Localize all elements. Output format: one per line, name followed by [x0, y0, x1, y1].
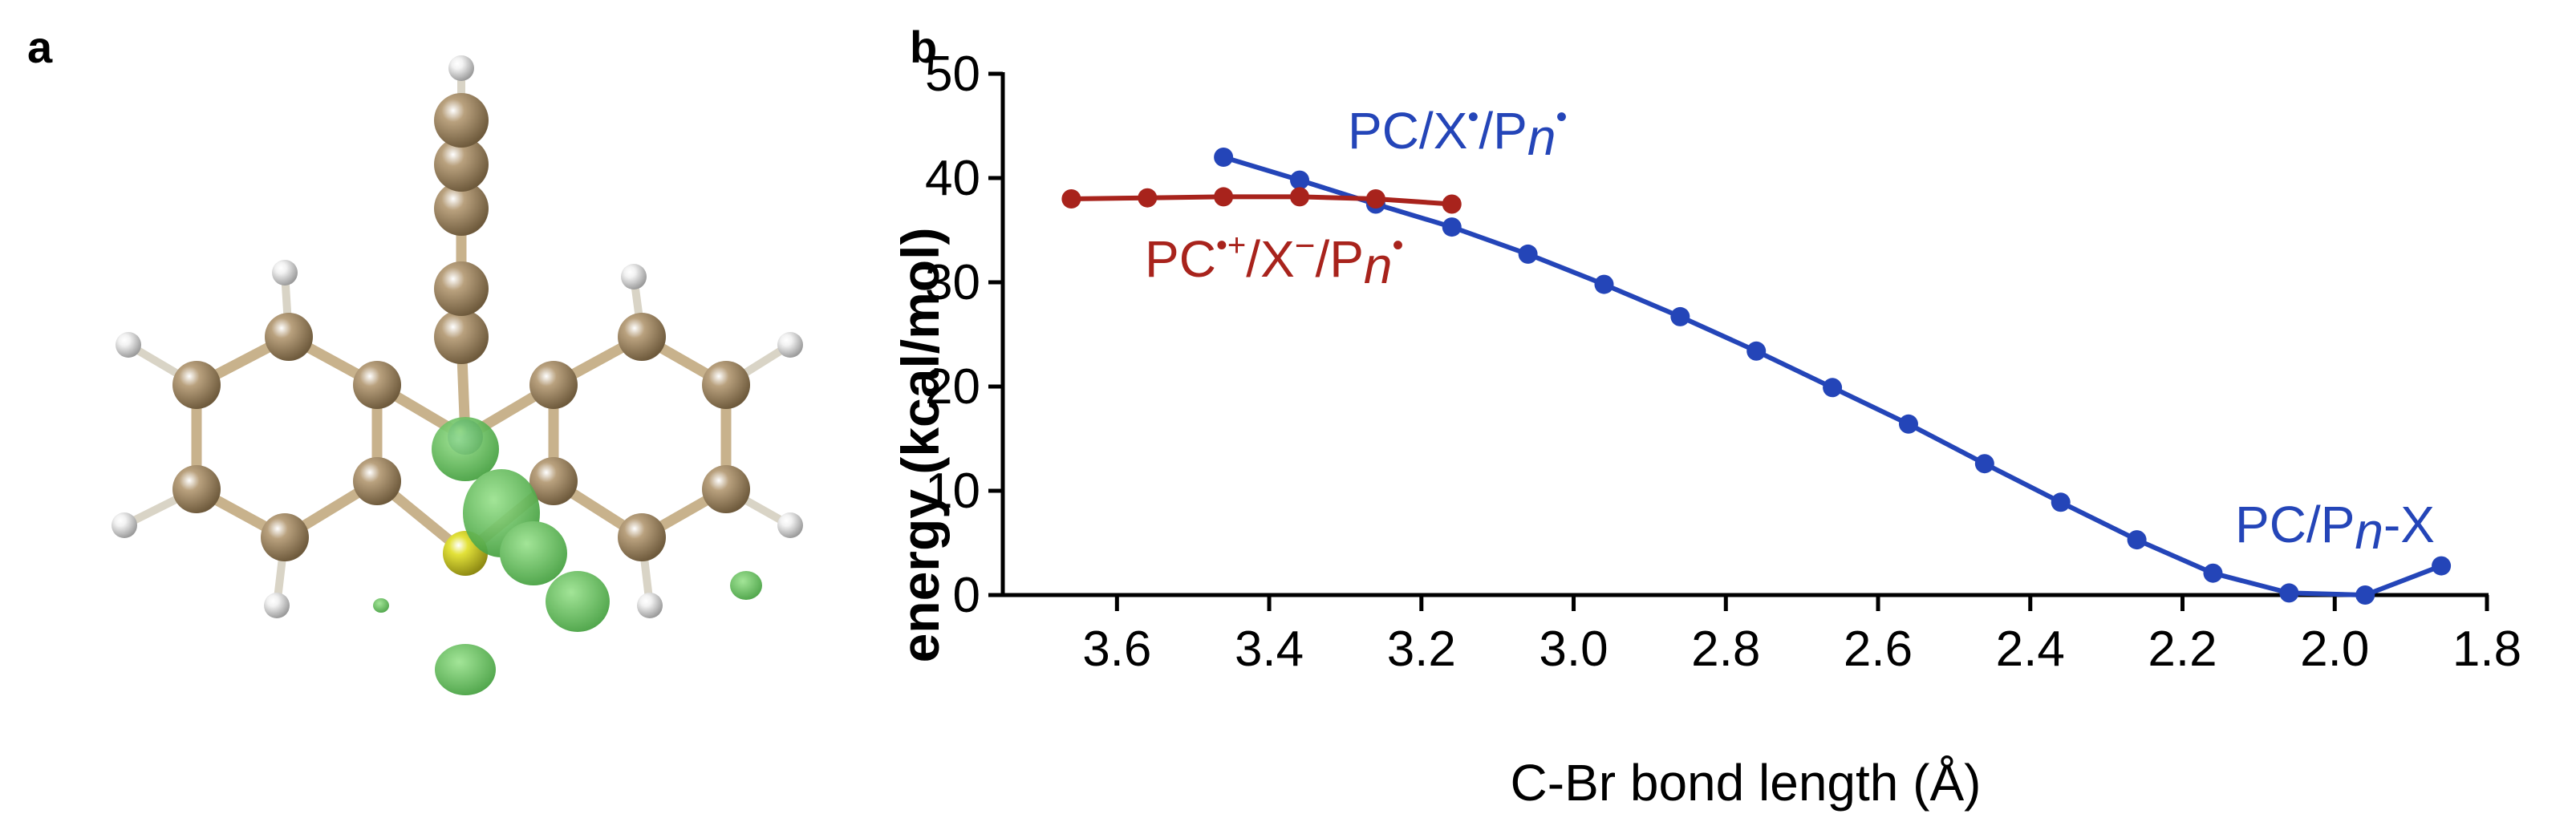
- y-tick-label: 50: [925, 47, 980, 102]
- hydrogen-atom: [264, 593, 290, 618]
- data-point-radical-pair: [1594, 274, 1614, 294]
- series-line-ion-pair: [1071, 194, 1452, 207]
- x-tick-label: 2.4: [1996, 622, 2065, 677]
- x-tick-label: 3.2: [1387, 622, 1456, 677]
- data-point-radical-pair: [2051, 492, 2071, 512]
- y-tick-label: 10: [925, 464, 980, 519]
- carbon-atom: [172, 465, 221, 513]
- y-ticks: 0 10 20 30 40 50: [925, 47, 1003, 623]
- data-point-radical-pair: [1290, 170, 1309, 190]
- y-tick-label: 30: [925, 255, 980, 310]
- hydrogen-atom: [637, 593, 663, 618]
- carbon-atom: [353, 457, 401, 505]
- x-tick-label: 2.6: [1844, 622, 1913, 677]
- x-axis-title: C-Br bond length (Å): [1511, 754, 1982, 812]
- series-points: [1061, 148, 2452, 605]
- carbon-atom: [618, 313, 666, 361]
- data-point-radical-pair: [1974, 454, 1994, 474]
- carbon-atom: [434, 93, 489, 148]
- atoms: [112, 55, 803, 618]
- carbon-atom: [434, 181, 489, 236]
- carbon-atom: [261, 513, 309, 561]
- data-point-ion-pair: [1290, 187, 1309, 207]
- data-point-radical-pair: [1823, 378, 1843, 398]
- data-point-radical-pair: [2203, 563, 2223, 583]
- carbon-atom: [702, 465, 750, 513]
- data-point-radical-pair: [1214, 148, 1234, 167]
- hydrogen-atom: [621, 264, 647, 290]
- orbital-lobe: [435, 644, 496, 695]
- carbon-atom: [434, 261, 489, 316]
- data-point-radical-pair: [2432, 556, 2452, 576]
- x-tick-label: 3.6: [1082, 622, 1151, 677]
- y-axis-title: energy (kcal/mol): [890, 228, 950, 663]
- y-tick-label: 0: [953, 568, 980, 623]
- x-tick-label: 1.8: [2452, 622, 2521, 677]
- data-point-ion-pair: [1442, 194, 1462, 214]
- carbon-atom: [618, 513, 666, 561]
- data-point-ion-pair: [1061, 189, 1081, 209]
- data-point-ion-pair: [1365, 189, 1385, 209]
- carbon-atom: [529, 457, 578, 505]
- data-point-ion-pair: [1214, 187, 1234, 207]
- annotation-red: PC•+/X−/Pn•: [1145, 226, 1404, 294]
- data-point-radical-pair: [2279, 583, 2299, 603]
- hydrogen-atom: [448, 55, 474, 81]
- orbital-lobe: [432, 417, 499, 481]
- data-point-radical-pair: [1746, 341, 1767, 361]
- panel-label-a: a: [27, 22, 53, 72]
- x-tick-label: 2.2: [2148, 622, 2217, 677]
- orbital-lobe: [546, 571, 610, 632]
- data-point-radical-pair: [2127, 530, 2147, 550]
- panel-label-b: b: [910, 22, 937, 72]
- carbon-atom: [172, 361, 221, 409]
- orbital-lobe: [373, 598, 389, 613]
- carbon-atom: [434, 310, 489, 364]
- data-point-radical-pair: [1442, 217, 1462, 237]
- carbon-atom: [265, 313, 313, 361]
- x-tick-label: 3.0: [1539, 622, 1608, 677]
- annotation-blue-top: PC/X•/Pn•: [1348, 99, 1567, 166]
- hydrogen-atom: [272, 260, 298, 285]
- hydrogen-atom: [777, 332, 803, 358]
- carbon-atom: [529, 361, 578, 409]
- data-point-radical-pair: [1898, 414, 1918, 434]
- data-point-radical-pair: [2355, 585, 2375, 605]
- molecule-structure: [112, 55, 803, 695]
- hydrogen-atom: [116, 332, 141, 358]
- spin-density-lobes: [373, 417, 762, 695]
- data-point-ion-pair: [1138, 188, 1158, 208]
- y-tick-label: 40: [925, 151, 980, 206]
- carbon-atom: [702, 361, 750, 409]
- data-point-radical-pair: [1518, 244, 1538, 264]
- x-tick-label: 2.0: [2300, 622, 2369, 677]
- x-ticks: 3.6 3.4 3.2 3.0 2.8 2.6 2.4 2.2 2.0 1.8: [1082, 595, 2521, 677]
- y-tick-label: 20: [925, 359, 980, 415]
- annotation-blue-right: PC/Pn-X: [2235, 496, 2435, 560]
- orbital-lobe: [500, 521, 567, 585]
- carbon-atom: [353, 361, 401, 409]
- hydrogen-atom: [112, 512, 137, 538]
- carbon-atom: [434, 137, 489, 192]
- x-tick-label: 3.4: [1235, 622, 1304, 677]
- data-point-radical-pair: [1670, 306, 1690, 326]
- hydrogen-atom: [777, 512, 803, 538]
- orbital-lobe: [730, 571, 762, 600]
- x-tick-label: 2.8: [1691, 622, 1760, 677]
- energy-chart: 0 10 20 30 40 50 3.6 3.4 3.2 3.0 2.8 2.6 2.4 2.2 2.0 1…: [890, 47, 2521, 812]
